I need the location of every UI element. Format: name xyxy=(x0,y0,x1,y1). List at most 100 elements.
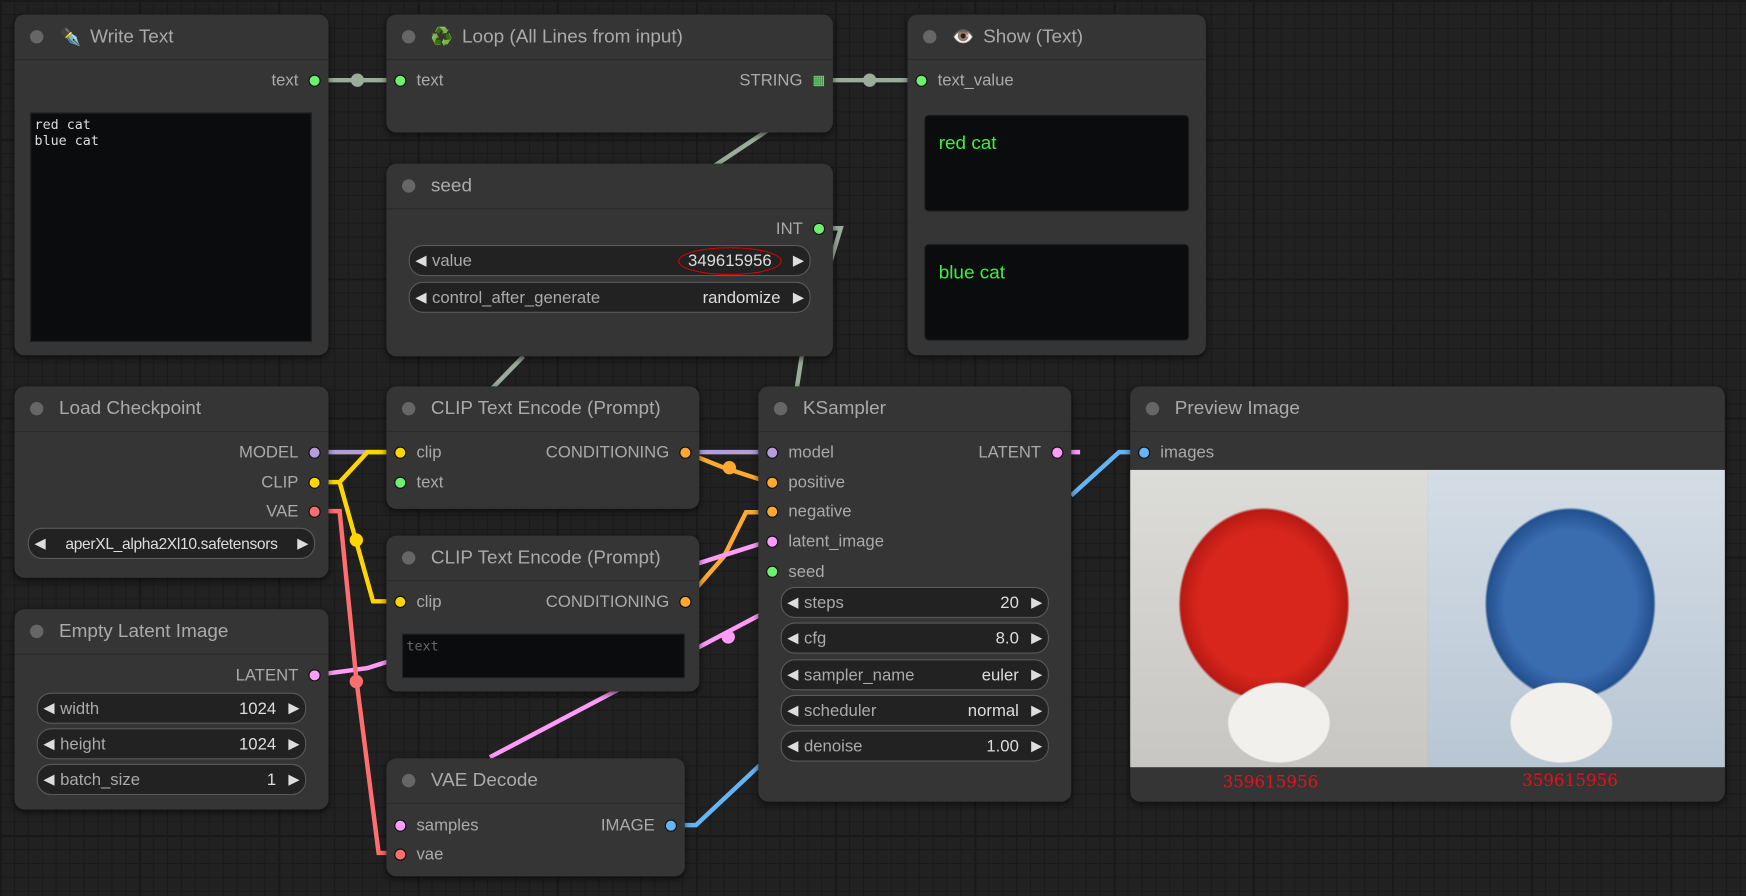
input-pin[interactable] xyxy=(394,445,407,459)
increment-arrow-icon[interactable]: ▶ xyxy=(1031,665,1043,683)
node-show-text[interactable]: 👁️ Show (Text) text_value red cat blue ca… xyxy=(907,14,1206,356)
denoise-widget[interactable]: ◀ denoise 1.00 ▶ xyxy=(780,730,1049,762)
shown-text-2[interactable]: blue cat xyxy=(924,243,1190,341)
output-pin[interactable] xyxy=(679,445,692,459)
width-widget[interactable]: ◀ width 1024 ▶ xyxy=(36,692,307,724)
decrement-arrow-icon[interactable]: ◀ xyxy=(787,593,799,611)
node-title[interactable]: Empty Latent Image xyxy=(14,609,329,655)
cfg-widget[interactable]: ◀ cfg 8.0 ▶ xyxy=(780,622,1049,654)
node-title[interactable]: ✒️ Write Text xyxy=(14,14,329,61)
collapse-dot[interactable] xyxy=(401,179,416,193)
node-title[interactable]: CLIP Text Encode (Prompt) xyxy=(386,536,700,582)
text-input[interactable]: red cat blue cat xyxy=(30,112,312,342)
output-pin[interactable] xyxy=(679,595,692,608)
output-pin[interactable] xyxy=(308,476,321,489)
input-images[interactable]: images xyxy=(1138,441,1214,463)
widget-value[interactable]: 349615956 xyxy=(678,246,782,275)
control-after-generate-widget[interactable]: ◀ control_after_generate randomize ▶ xyxy=(408,281,811,313)
node-preview-image[interactable]: Preview Image images 359615956 359615956 xyxy=(1130,386,1725,802)
preview-image-blue-cat[interactable] xyxy=(1427,469,1725,768)
steps-widget[interactable]: ◀ steps 20 ▶ xyxy=(780,586,1049,619)
input-pin[interactable] xyxy=(394,818,407,832)
height-widget[interactable]: ◀ height 1024 ▶ xyxy=(36,728,307,760)
list-grid-icon[interactable]: ▦ xyxy=(812,72,826,88)
increment-arrow-icon[interactable]: ▶ xyxy=(1031,629,1043,646)
input-text[interactable]: text xyxy=(394,471,443,493)
output-vae[interactable]: VAE xyxy=(266,500,321,522)
node-title[interactable]: ♻️ Loop (All Lines from input) xyxy=(386,14,833,61)
node-clip-text-encode-1[interactable]: CLIP Text Encode (Prompt) clip text COND… xyxy=(386,386,700,509)
batch-size-widget[interactable]: ◀ batch_size 1 ▶ xyxy=(36,763,307,796)
input-pin[interactable] xyxy=(394,847,407,861)
output-latent[interactable]: LATENT xyxy=(978,441,1064,463)
collapse-dot[interactable] xyxy=(923,30,937,44)
node-title[interactable]: VAE Decode xyxy=(386,758,685,804)
decrement-arrow-icon[interactable]: ◀ xyxy=(415,251,427,269)
node-title[interactable]: CLIP Text Encode (Prompt) xyxy=(386,386,700,433)
increment-arrow-icon[interactable]: ▶ xyxy=(297,534,309,552)
input-seed[interactable]: seed xyxy=(766,560,825,582)
input-model[interactable]: model xyxy=(766,441,834,463)
collapse-dot[interactable] xyxy=(30,624,44,639)
output-pin[interactable] xyxy=(308,74,321,87)
decrement-arrow-icon[interactable]: ◀ xyxy=(787,665,799,683)
increment-arrow-icon[interactable]: ▶ xyxy=(288,770,300,788)
collapse-dot[interactable] xyxy=(773,401,788,416)
output-clip[interactable]: CLIP xyxy=(261,471,321,493)
collapse-dot[interactable] xyxy=(401,773,416,788)
decrement-arrow-icon[interactable]: ◀ xyxy=(787,701,799,719)
increment-arrow-icon[interactable]: ▶ xyxy=(288,734,300,752)
output-pin[interactable] xyxy=(1051,445,1064,459)
decrement-arrow-icon[interactable]: ◀ xyxy=(415,288,427,306)
increment-arrow-icon[interactable]: ▶ xyxy=(288,699,300,716)
sampler-name-widget[interactable]: ◀ sampler_name euler ▶ xyxy=(780,659,1049,691)
node-clip-text-encode-2[interactable]: CLIP Text Encode (Prompt) clip CONDITION… xyxy=(386,535,700,692)
input-negative[interactable]: negative xyxy=(766,500,852,522)
input-vae[interactable]: vae xyxy=(394,843,443,865)
input-pin[interactable] xyxy=(766,565,779,578)
collapse-dot[interactable] xyxy=(401,30,416,44)
scheduler-widget[interactable]: ◀ scheduler normal ▶ xyxy=(780,694,1049,727)
node-empty-latent-image[interactable]: Empty Latent Image LATENT ◀ width 1024 ▶ ◀ h… xyxy=(14,609,329,810)
collapse-dot[interactable] xyxy=(30,401,44,416)
output-int[interactable]: INT xyxy=(776,217,826,239)
decrement-arrow-icon[interactable]: ◀ xyxy=(787,737,799,754)
output-string[interactable]: STRING ▦ xyxy=(739,69,825,91)
shown-text-1[interactable]: red cat xyxy=(924,114,1190,212)
output-conditioning[interactable]: CONDITIONING xyxy=(546,441,692,463)
input-pin[interactable] xyxy=(915,74,928,87)
decrement-arrow-icon[interactable]: ◀ xyxy=(787,629,799,646)
node-seed[interactable]: seed INT ◀ value 349615956 ▶ ◀ control_after… xyxy=(386,163,833,357)
output-model[interactable]: MODEL xyxy=(239,441,321,463)
node-title[interactable]: KSampler xyxy=(758,386,1072,433)
increment-arrow-icon[interactable]: ▶ xyxy=(792,288,804,306)
input-pin[interactable] xyxy=(766,476,779,489)
node-title[interactable]: Load Checkpoint xyxy=(14,386,329,433)
input-pin[interactable] xyxy=(394,74,407,87)
output-pin[interactable] xyxy=(308,504,321,518)
output-pin[interactable] xyxy=(308,668,321,681)
output-pin[interactable] xyxy=(812,222,826,235)
collapse-dot[interactable] xyxy=(30,30,44,44)
input-samples[interactable]: samples xyxy=(394,814,479,836)
input-text[interactable]: text xyxy=(394,69,443,91)
output-pin[interactable] xyxy=(308,445,321,459)
increment-arrow-icon[interactable]: ▶ xyxy=(792,251,804,269)
node-title[interactable]: Preview Image xyxy=(1130,386,1725,433)
increment-arrow-icon[interactable]: ▶ xyxy=(1031,701,1043,719)
decrement-arrow-icon[interactable]: ◀ xyxy=(43,699,55,716)
collapse-dot[interactable] xyxy=(1145,401,1160,416)
input-clip[interactable]: clip xyxy=(394,590,442,612)
input-pin[interactable] xyxy=(766,445,779,459)
decrement-arrow-icon[interactable]: ◀ xyxy=(34,534,46,552)
input-latent-image[interactable]: latent_image xyxy=(766,530,884,552)
input-pin[interactable] xyxy=(394,476,407,489)
node-loop[interactable]: ♻️ Loop (All Lines from input) text STRIN… xyxy=(386,14,833,133)
output-text[interactable]: text xyxy=(271,69,321,91)
prompt-text-input[interactable]: text xyxy=(401,633,685,679)
collapse-dot[interactable] xyxy=(401,551,416,565)
input-pin[interactable] xyxy=(766,535,779,548)
output-image[interactable]: IMAGE xyxy=(601,814,678,836)
collapse-dot[interactable] xyxy=(401,401,416,416)
